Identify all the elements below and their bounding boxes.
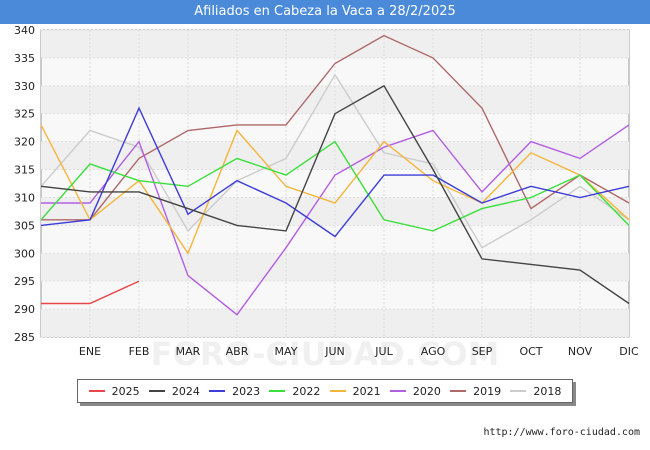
legend-label: 2018	[533, 384, 562, 398]
legend-label: 2021	[352, 384, 381, 398]
legend-label: 2024	[171, 384, 200, 398]
legend-item-2023: 2023	[209, 385, 260, 398]
y-axis: 285 290 295 300 305 310 315 320 325 330 335 340	[14, 24, 35, 344]
legend-label: 2025	[111, 384, 140, 398]
legend-swatch	[148, 390, 165, 392]
series-line-2024	[40, 84, 630, 305]
y-tick-label: 335	[14, 52, 35, 65]
legend-item-2022: 2022	[269, 385, 320, 398]
legend: 2025 2024 2023 2022 2021 2020 2019 2018	[77, 379, 573, 403]
legend-swatch	[329, 390, 346, 392]
legend-swatch	[209, 390, 226, 392]
x-tick-label: ABR	[226, 345, 249, 358]
legend-label: 2020	[412, 384, 441, 398]
y-tick-label: 300	[14, 247, 35, 260]
y-tick-label: 310	[14, 191, 35, 204]
legend-swatch	[510, 390, 527, 392]
x-tick-label: NOV	[568, 345, 593, 358]
y-tick-label: 295	[14, 275, 35, 288]
legend-label: 2019	[473, 384, 502, 398]
legend-swatch	[88, 390, 105, 392]
grid-lines	[41, 29, 629, 338]
series-line-2020	[41, 124, 630, 316]
series-line-2025	[41, 280, 140, 305]
series-line-2023	[40, 106, 630, 238]
x-tick-label: OCT	[519, 345, 542, 358]
legend-swatch	[269, 390, 286, 392]
y-tick-label: 330	[14, 80, 35, 93]
legend-swatch	[389, 390, 406, 392]
legend-label: 2023	[232, 384, 261, 398]
legend-item-2019: 2019	[450, 385, 501, 398]
x-tick-label: SEP	[472, 345, 493, 358]
y-tick-label: 315	[14, 164, 35, 177]
y-tick-label: 290	[14, 303, 35, 316]
watermark: FORO-CIUDAD.COM	[151, 335, 500, 373]
legend-item-2021: 2021	[329, 384, 381, 398]
y-tick-label: 340	[14, 24, 35, 37]
x-tick-label: AGO	[421, 345, 446, 358]
x-tick-label: FEB	[129, 345, 150, 358]
legend-item-2024: 2024	[148, 384, 200, 398]
legend-item-2018: 2018	[510, 385, 561, 398]
series-line-2019	[41, 34, 630, 221]
series-line-2018	[40, 73, 630, 249]
y-tick-label: 285	[14, 331, 35, 344]
x-tick-label: JUL	[374, 345, 393, 358]
y-tick-label: 305	[14, 219, 35, 232]
x-tick-label: JUN	[324, 345, 345, 358]
x-axis: ENE FEB MAR ABR MAY JUN JUL AGO SEP OCT NOV DIC	[79, 345, 639, 358]
x-tick-label: ENE	[79, 345, 101, 358]
source-url[interactable]: http://www.foro-ciudad.com	[483, 427, 640, 438]
legend-item-2025: 2025	[88, 384, 140, 398]
legend-swatch	[450, 390, 467, 392]
x-tick-label: DIC	[619, 345, 639, 358]
y-tick-label: 320	[14, 136, 35, 149]
legend-label: 2022	[292, 384, 321, 398]
page-title: Afiliados en Cabeza la Vaca a 28/2/2025	[0, 0, 650, 24]
series-layer	[40, 34, 630, 316]
legend-item-2020: 2020	[389, 384, 441, 398]
series-line-2022	[40, 140, 630, 232]
x-tick-label: MAR	[176, 345, 201, 358]
x-tick-label: MAY	[275, 345, 298, 358]
y-tick-label: 325	[14, 108, 35, 121]
